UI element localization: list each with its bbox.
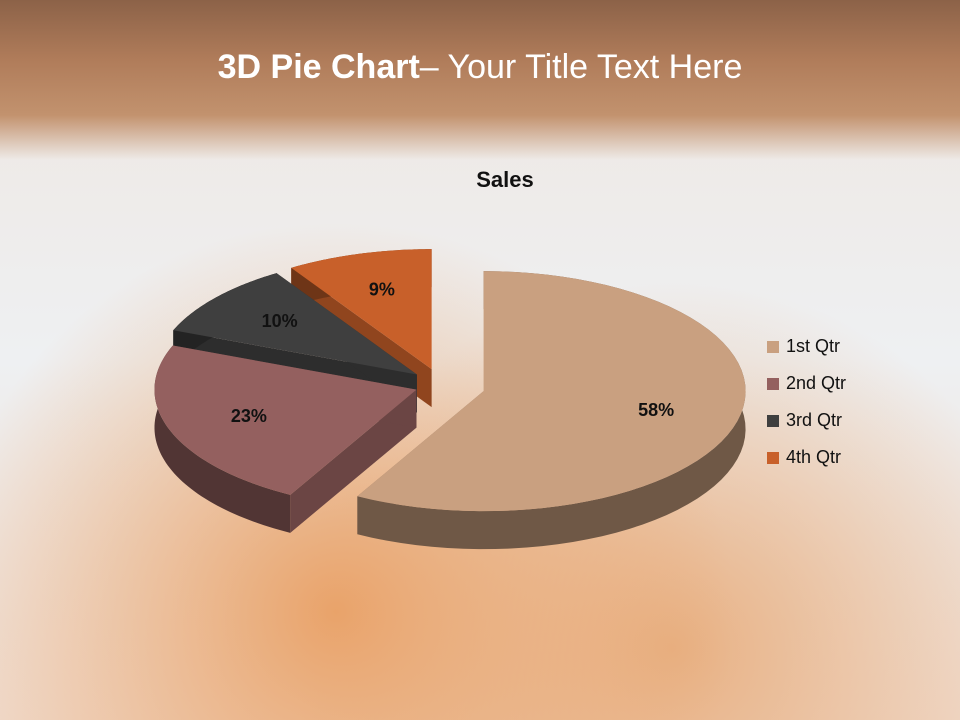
data-label: 58% xyxy=(638,400,674,420)
legend-swatch xyxy=(767,415,779,427)
legend-label: 3rd Qtr xyxy=(786,410,842,430)
data-label: 23% xyxy=(231,406,267,426)
slice-side xyxy=(154,345,291,533)
slice-top xyxy=(357,271,746,512)
data-label: 10% xyxy=(262,311,298,331)
chart-title: Sales xyxy=(476,167,534,192)
legend-label: 2nd Qtr xyxy=(786,373,846,393)
slice-top xyxy=(173,273,417,375)
legend-swatch xyxy=(767,378,779,390)
legend-label: 4th Qtr xyxy=(786,447,841,467)
legend-swatch xyxy=(767,341,779,353)
pie-slice xyxy=(357,271,746,550)
slice-wall xyxy=(290,389,417,533)
legend-swatch xyxy=(767,452,779,464)
legend-label: 1st Qtr xyxy=(786,336,840,356)
title-bold: 3D Pie Chart xyxy=(217,48,420,86)
slice-top xyxy=(154,345,417,495)
slide-title: 3D Pie Chart– Your Title Text Here xyxy=(0,48,960,87)
data-label: 9% xyxy=(369,280,395,300)
pie-slice xyxy=(154,345,417,533)
slice-top xyxy=(291,249,432,370)
title-rest: – Your Title Text Here xyxy=(419,48,743,86)
slice-side xyxy=(357,271,746,550)
